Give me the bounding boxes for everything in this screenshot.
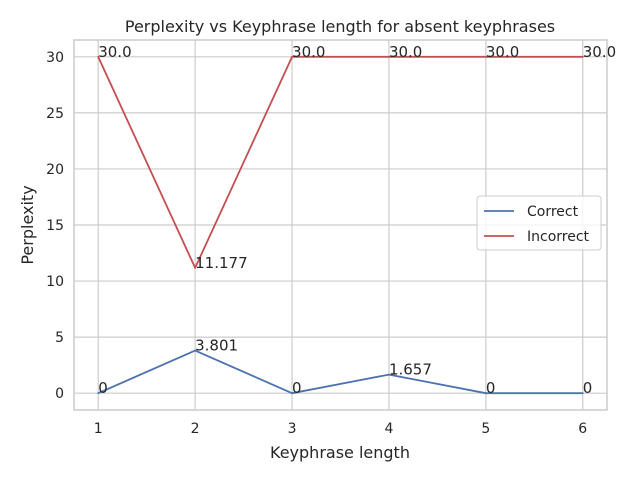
tick-labels: 1 2 3 4 5 6 0 5 10 15 20 25 30: [46, 50, 587, 437]
y-tick-label: 5: [55, 330, 64, 346]
data-label-incorrect: 30.0: [486, 43, 519, 61]
data-label-incorrect: 30.0: [98, 43, 131, 61]
data-point-incorrect: [388, 55, 390, 58]
x-tick-label: 1: [94, 421, 103, 437]
data-label-correct: 3.801: [195, 337, 238, 355]
data-label-correct: 0: [583, 379, 593, 397]
y-tick-label: 10: [46, 274, 64, 290]
data-point-correct: [97, 392, 100, 395]
x-tick-label: 6: [578, 421, 587, 437]
data-labels: 0 3.801 0 1.657 0 0 30.0 11.177 30.0 30.0 30.0 30.0: [98, 43, 616, 397]
legend-label-incorrect: Incorrect: [527, 229, 590, 245]
y-tick-label: 25: [46, 106, 64, 122]
data-label-correct: 0: [292, 379, 302, 397]
y-tick-label: 15: [46, 218, 64, 234]
data-label-correct: 0: [98, 379, 108, 397]
chart-title: Perplexity vs Keyphrase length for absen…: [125, 17, 555, 36]
data-label-correct: 1.657: [389, 361, 432, 379]
x-tick-label: 5: [481, 421, 490, 437]
y-tick-label: 0: [55, 386, 64, 402]
series-line-incorrect: [97, 55, 583, 269]
data-point-incorrect: [97, 55, 100, 58]
plot-frame: [73, 39, 608, 411]
data-label-incorrect: 11.177: [195, 254, 248, 272]
data-point-correct: [581, 392, 584, 395]
data-point-correct: [388, 373, 390, 376]
y-axis-label: Perplexity: [18, 185, 37, 264]
x-axis-label: Keyphrase length: [270, 443, 410, 462]
data-point-correct: [194, 349, 197, 352]
data-point-correct: [484, 392, 487, 395]
x-tick-label: 2: [191, 421, 200, 437]
legend: Correct Incorrect: [476, 195, 602, 251]
data-label-incorrect: 30.0: [583, 43, 616, 61]
y-tick-label: 30: [46, 50, 64, 66]
data-point-incorrect: [291, 55, 293, 58]
data-label-correct: 0: [486, 379, 496, 397]
data-point-correct: [291, 392, 293, 395]
series-line-correct: [97, 349, 583, 395]
data-point-incorrect: [484, 55, 487, 58]
legend-label-correct: Correct: [527, 204, 579, 220]
x-tick-label: 3: [288, 421, 297, 437]
data-label-incorrect: 30.0: [292, 43, 325, 61]
data-point-incorrect: [194, 266, 197, 269]
x-tick-label: 4: [384, 421, 393, 437]
data-point-incorrect: [581, 55, 584, 58]
data-label-incorrect: 30.0: [389, 43, 422, 61]
y-tick-label: 20: [46, 162, 64, 178]
series-lines: [97, 55, 584, 395]
